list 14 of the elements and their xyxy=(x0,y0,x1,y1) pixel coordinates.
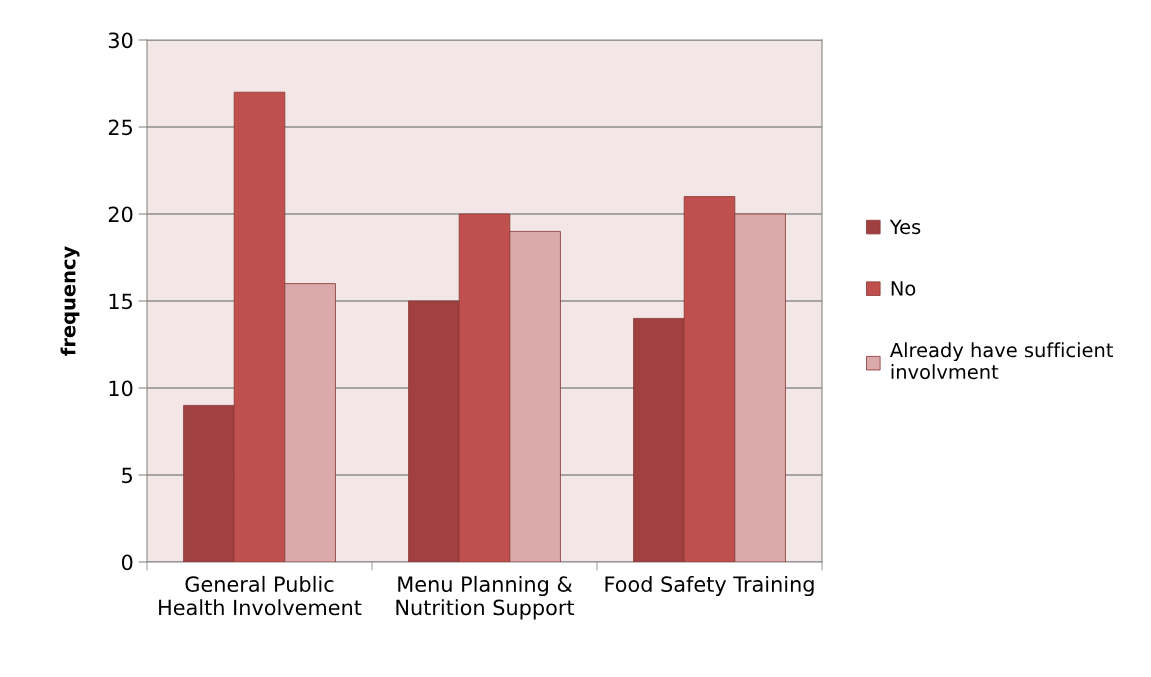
y-tick-label: 15 xyxy=(109,293,132,310)
x-tick-label: Menu Planning & Nutrition Support xyxy=(396,575,575,620)
x-tick-label: General Public Health Involvement xyxy=(159,575,362,616)
y-tick-label: 25 xyxy=(108,119,132,136)
y-tick-label: 0 xyxy=(121,554,133,571)
y-tick-label: 5 xyxy=(122,467,132,484)
y-tick-label: 20 xyxy=(108,206,133,223)
legend-label: No xyxy=(891,281,916,296)
legend-label: Yes xyxy=(889,219,921,235)
y-axis-title: frequency xyxy=(60,246,80,356)
x-tick-label: Food Safety Training xyxy=(605,575,814,597)
y-tick-label: 10 xyxy=(109,380,133,397)
legend-label: Already have sufficient involvment xyxy=(889,342,1113,380)
y-tick-label: 30 xyxy=(108,32,133,49)
